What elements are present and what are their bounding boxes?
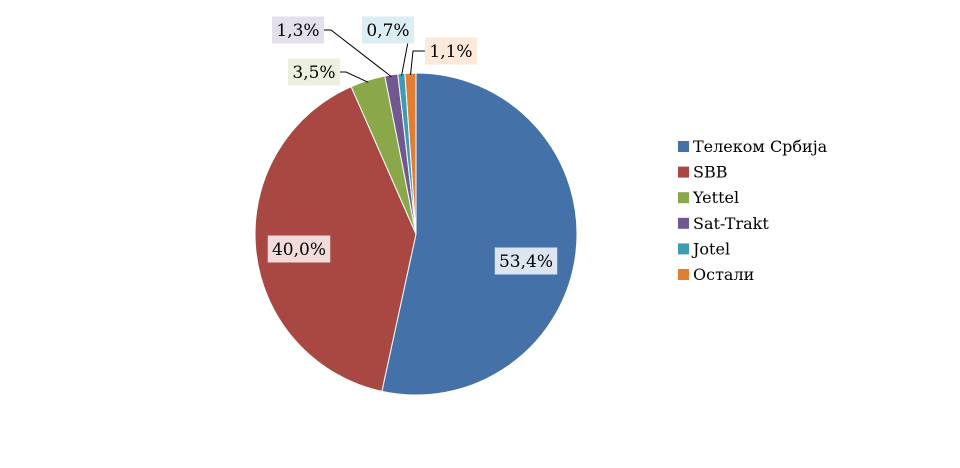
legend-label-item-0: Телеком Србија <box>693 137 828 156</box>
data-label-sbb: 40,0% <box>272 240 326 260</box>
data-label-box-sbb <box>267 235 331 263</box>
data-label-item-5: 1,1% <box>429 42 472 62</box>
data-labels: 53,4% 40,0% 3,5% 1,3% 0,7% 1,1% <box>267 16 558 275</box>
data-label-box-item-0 <box>494 247 558 275</box>
leader-line-sat-trakt <box>324 29 392 78</box>
legend: Телеком Србија SBB Yettel Sat-Trakt Jotel Ост… <box>678 137 828 284</box>
legend-label-sbb: SBB <box>693 163 727 182</box>
data-label-box-jotel <box>362 16 414 44</box>
data-label-box-sat-trakt <box>272 16 324 44</box>
legend-label-item-5: Остали <box>693 265 754 284</box>
data-label-jotel: 0,7% <box>366 21 409 41</box>
legend-swatch-jotel <box>678 243 689 255</box>
legend-swatch-sat-trakt <box>678 217 689 229</box>
data-label-box-item-5 <box>425 37 477 65</box>
legend-label-yettel: Yettel <box>692 188 739 207</box>
pie-slice-item-0 <box>381 72 578 396</box>
leader-line-item-5 <box>410 50 427 76</box>
legend-swatch-yettel <box>678 192 689 204</box>
data-label-box-yettel <box>288 58 340 86</box>
pie-slice-sbb <box>254 85 417 392</box>
pie-slices <box>254 72 578 396</box>
leader-lines <box>324 29 427 83</box>
leader-line-yettel <box>340 71 369 83</box>
data-label-yettel: 3,5% <box>292 63 335 83</box>
legend-label-jotel: Jotel <box>691 239 730 258</box>
legend-swatch-item-0 <box>678 141 689 152</box>
legend-swatch-item-5 <box>678 269 689 280</box>
data-label-sat-trakt: 1,3% <box>276 21 319 41</box>
legend-label-sat-trakt: Sat-Trakt <box>693 214 769 233</box>
legend-swatch-sbb <box>678 166 689 178</box>
data-label-item-0: 53,4% <box>499 252 553 272</box>
leader-line-jotel <box>401 41 409 76</box>
